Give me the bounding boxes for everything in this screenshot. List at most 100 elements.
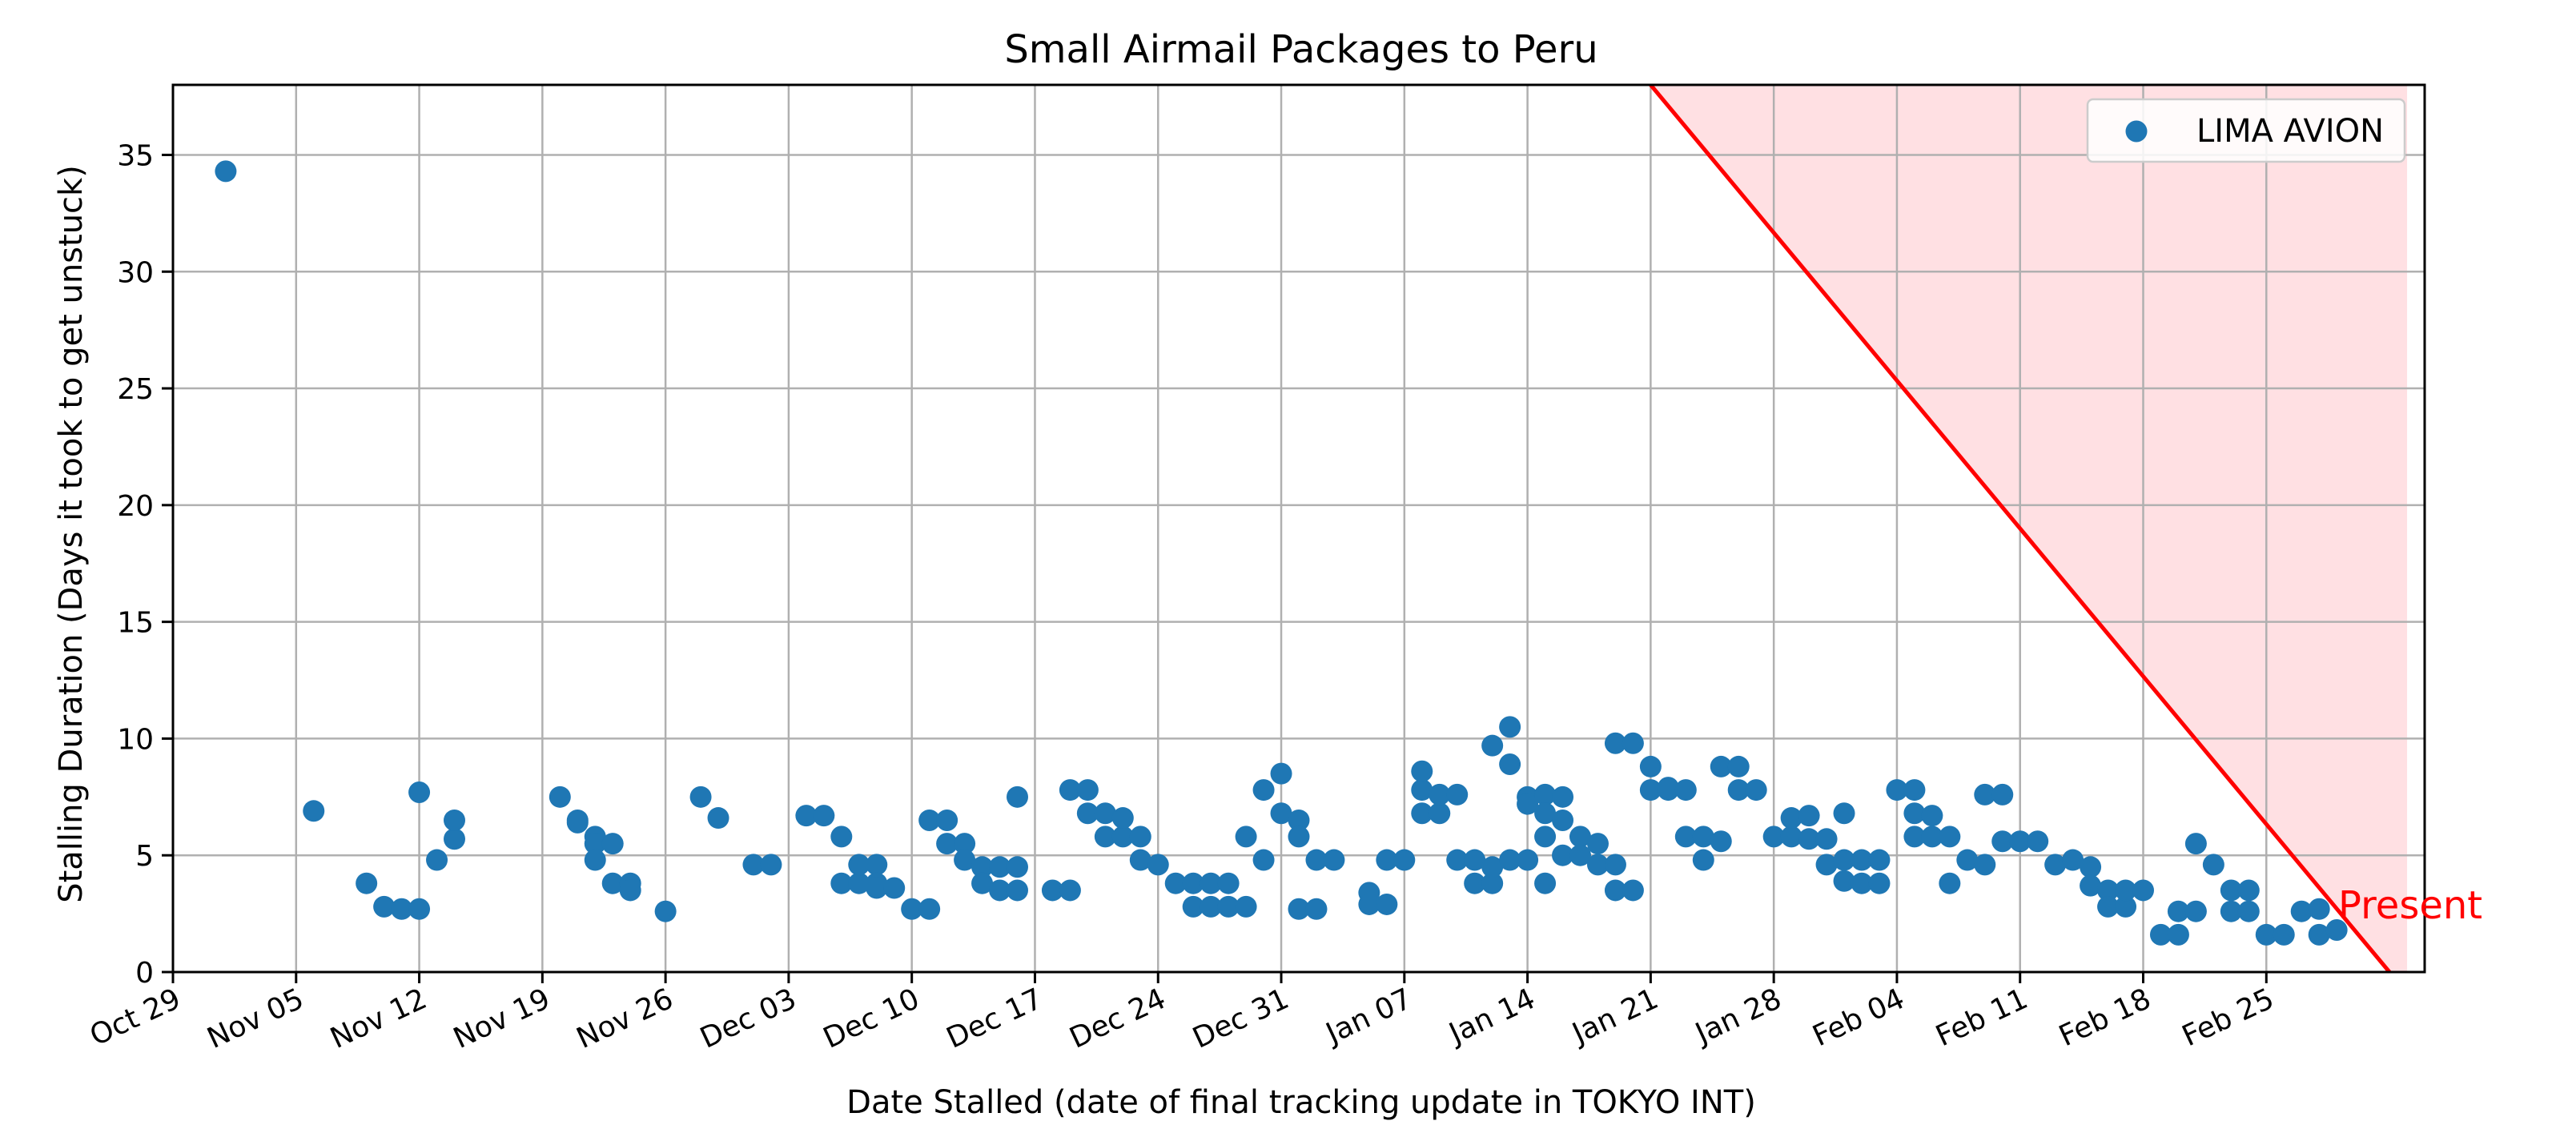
data-point xyxy=(1569,826,1591,848)
plot-frame xyxy=(171,83,2426,974)
x-tick-label: Oct 29 xyxy=(85,982,186,1053)
data-points xyxy=(215,160,2348,946)
data-point xyxy=(1815,828,1838,850)
y-axis-ticks: 0 5 10 15 20 25 30 35 xyxy=(117,139,173,990)
data-point xyxy=(1622,732,1644,754)
data-point xyxy=(1921,826,1943,848)
data-point xyxy=(1411,779,1433,802)
data-point xyxy=(1710,830,1732,853)
data-point xyxy=(1059,779,1081,802)
data-point xyxy=(1674,826,1697,848)
x-tick-label: Jan 14 xyxy=(1443,982,1540,1051)
data-point xyxy=(901,898,923,920)
x-tick-label: Feb 18 xyxy=(2054,982,2156,1053)
data-point xyxy=(883,877,906,899)
annotation-layer: Present xyxy=(2338,883,2482,928)
chart-title: Small Airmail Packages to Peru xyxy=(1004,27,1597,72)
x-tick-label: Feb 25 xyxy=(2177,982,2279,1053)
data-point xyxy=(1182,895,1204,918)
data-point xyxy=(2132,879,2154,902)
data-point xyxy=(584,849,606,871)
data-point xyxy=(1376,893,1398,915)
data-point xyxy=(1851,849,1873,871)
data-point xyxy=(1903,779,1926,802)
data-point xyxy=(1429,802,1451,825)
data-point xyxy=(1007,785,1028,808)
data-point xyxy=(1604,879,1626,902)
present-label: Present xyxy=(2338,883,2482,928)
data-point xyxy=(215,160,237,183)
data-point xyxy=(1939,872,1961,894)
shaded-region-layer xyxy=(1650,85,2408,972)
x-tick-label: Nov 05 xyxy=(203,982,309,1055)
y-tick-label: 30 xyxy=(117,256,154,289)
data-point xyxy=(2027,830,2049,853)
data-point xyxy=(391,898,413,920)
data-point xyxy=(1534,872,1557,894)
x-tick-label: Nov 19 xyxy=(448,982,555,1055)
data-point xyxy=(1886,779,1908,802)
data-point xyxy=(1217,872,1240,894)
data-point xyxy=(1517,793,1539,815)
data-point xyxy=(1604,854,1626,876)
data-point xyxy=(1639,779,1662,802)
data-point xyxy=(654,900,677,922)
data-point xyxy=(1288,898,1310,920)
data-point xyxy=(848,854,870,876)
data-point xyxy=(1534,802,1557,825)
plot-border xyxy=(171,83,2426,974)
data-point xyxy=(2115,895,2137,918)
x-tick-label: Jan 21 xyxy=(1566,982,1663,1051)
data-point xyxy=(1833,870,1855,892)
data-point xyxy=(830,826,853,848)
data-point xyxy=(1182,872,1204,894)
data-point xyxy=(1411,760,1433,782)
data-point xyxy=(2237,900,2260,922)
data-point xyxy=(2097,879,2120,902)
data-point xyxy=(2308,898,2330,920)
x-tick-label: Dec 10 xyxy=(818,982,924,1055)
y-tick-label: 20 xyxy=(117,490,154,523)
data-point xyxy=(2220,900,2242,922)
data-point xyxy=(1094,826,1116,848)
data-point xyxy=(954,849,976,871)
data-point xyxy=(1499,753,1521,775)
data-point xyxy=(989,879,1011,902)
data-point xyxy=(1288,809,1310,831)
data-point xyxy=(1798,805,1820,827)
data-point xyxy=(1534,826,1557,848)
data-point xyxy=(303,800,325,822)
data-point xyxy=(1464,872,1486,894)
x-tick-label: Nov 26 xyxy=(572,982,678,1055)
data-point xyxy=(1974,854,1996,876)
data-point xyxy=(1710,755,1732,777)
data-point xyxy=(1727,779,1750,802)
x-tick-label: Feb 04 xyxy=(1808,982,1910,1053)
data-point xyxy=(2097,895,2120,918)
x-axis-title: Date Stalled (date of final tracking upd… xyxy=(846,1084,1756,1121)
data-point xyxy=(1111,826,1134,848)
data-point xyxy=(2308,923,2330,946)
data-point xyxy=(1851,872,1873,894)
data-point xyxy=(2184,900,2207,922)
data-point xyxy=(1076,802,1099,825)
data-point xyxy=(1762,826,1785,848)
data-point xyxy=(1534,783,1557,806)
legend-label: LIMA AVION xyxy=(2196,113,2384,150)
data-point xyxy=(707,807,729,830)
data-point xyxy=(936,809,958,831)
data-point xyxy=(1270,802,1292,825)
data-point xyxy=(1745,779,1767,802)
data-point xyxy=(1305,849,1328,871)
y-tick-label: 15 xyxy=(117,607,154,640)
data-point xyxy=(2062,849,2084,871)
data-point xyxy=(1305,898,1328,920)
data-point xyxy=(1446,783,1469,806)
data-point xyxy=(1499,716,1521,738)
data-point xyxy=(1991,830,2014,853)
data-point xyxy=(2044,854,2067,876)
x-tick-label: Dec 03 xyxy=(695,982,801,1055)
data-point xyxy=(2009,830,2031,853)
data-point xyxy=(1007,879,1028,902)
x-tick-label: Dec 31 xyxy=(1188,982,1293,1055)
